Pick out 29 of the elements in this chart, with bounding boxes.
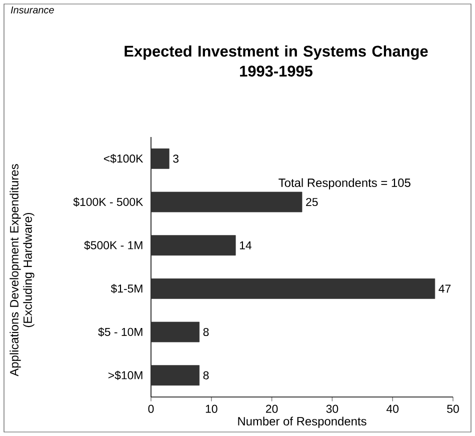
y-tick-label: $100K - 500K [73,197,144,207]
bar [150,322,200,342]
data-label: 14 [240,241,252,250]
chart-title: Expected Investment in Systems Change 1993-1995 [124,45,428,77]
y-tick-label: <$100K [104,154,144,164]
data-label: 8 [203,371,209,380]
data-label: 8 [203,328,209,336]
annotation: Total Respondents = 105 [278,178,410,190]
y-axis-title: Applications Development Expenditures (Excluding Hardware) [10,164,34,376]
x-tick-label: 0 [148,404,154,413]
data-label: 3 [173,154,178,163]
bar [150,148,170,169]
bar [150,235,236,256]
bar [150,365,200,386]
y-tick-label: $1-5M [110,284,142,294]
x-axis-title: Number of Respondents [238,416,366,428]
data-label: 47 [438,284,451,293]
bar [150,192,302,212]
x-tick-label: 50 [447,404,459,413]
x-tick-label: 30 [326,404,338,413]
y-tick-label: $500K - 1M [84,240,142,250]
x-tick-label: 20 [266,404,278,413]
y-tick-label: >$10M [108,370,142,380]
bar [150,278,436,299]
x-tick-label: 10 [206,404,218,413]
x-tick-label: 40 [386,404,399,413]
text: Insurance [10,6,54,14]
y-tick-label: $5 - 10M [98,327,142,337]
data-label: 25 [306,198,318,206]
